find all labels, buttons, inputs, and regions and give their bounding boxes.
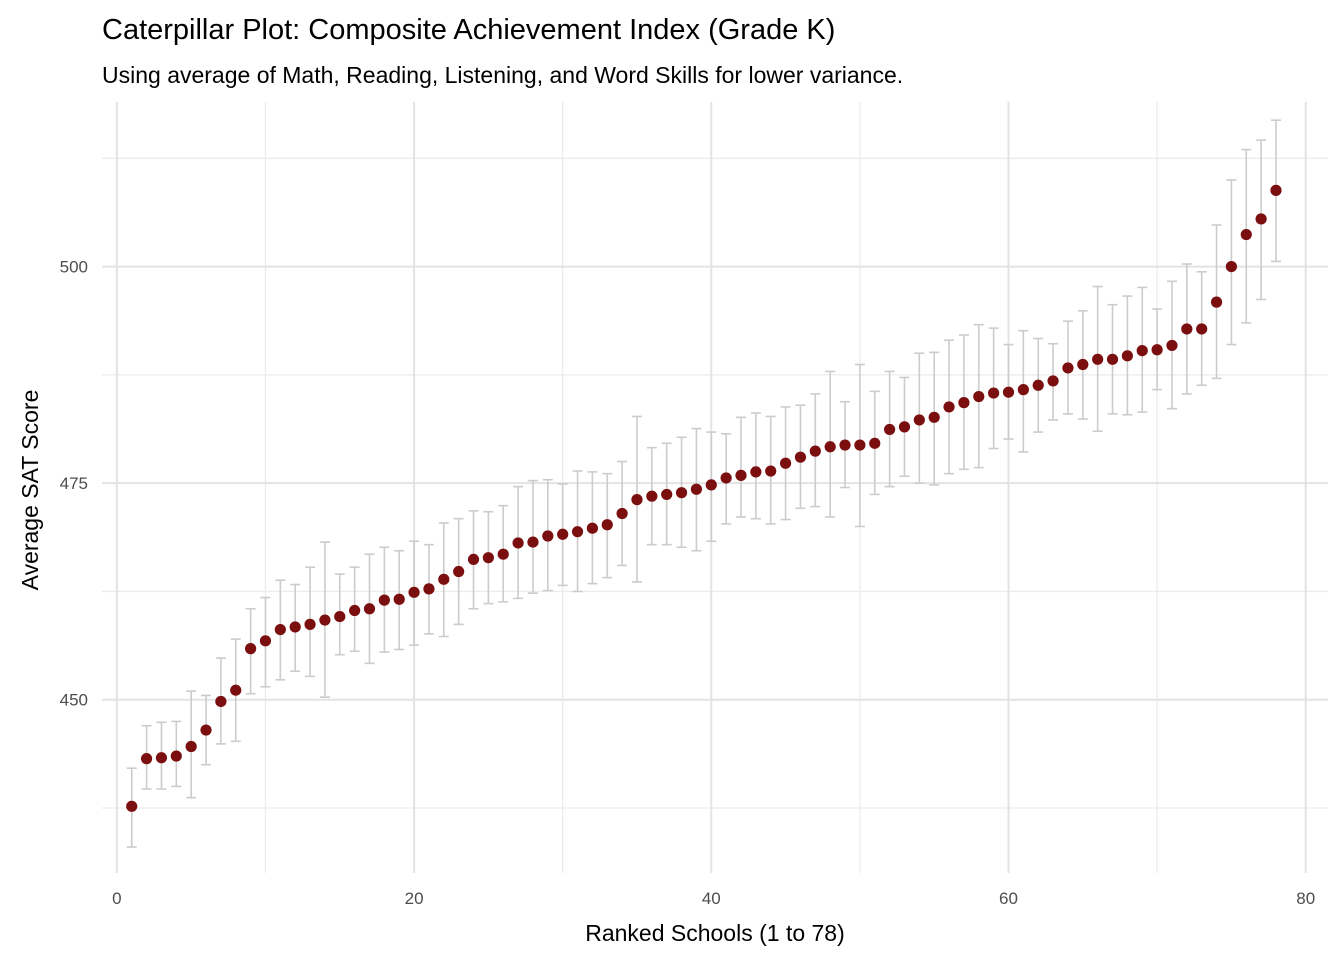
data-point xyxy=(809,445,821,457)
y-tick-label: 450 xyxy=(60,691,88,710)
data-point xyxy=(438,573,450,585)
data-point xyxy=(1062,362,1074,374)
y-tick-label: 475 xyxy=(60,474,88,493)
data-point xyxy=(765,465,777,477)
data-point xyxy=(928,411,940,423)
data-point xyxy=(616,507,628,520)
data-point xyxy=(988,387,1000,399)
data-point xyxy=(1077,358,1089,371)
data-point xyxy=(230,684,242,696)
data-point xyxy=(557,528,569,540)
data-point xyxy=(884,423,896,436)
data-point xyxy=(274,623,286,636)
data-point xyxy=(126,800,138,812)
data-point xyxy=(497,548,509,560)
data-point xyxy=(259,635,272,647)
data-point xyxy=(735,469,747,481)
data-point xyxy=(334,610,346,623)
x-tick-label: 80 xyxy=(1296,889,1315,908)
data-point xyxy=(690,483,703,495)
data-point xyxy=(185,740,197,753)
data-point xyxy=(1121,350,1133,362)
data-point xyxy=(1181,323,1193,335)
x-tick-label: 40 xyxy=(702,889,721,908)
x-axis-title: Ranked Schools (1 to 78) xyxy=(585,920,845,946)
data-point xyxy=(215,695,227,708)
data-point xyxy=(601,519,613,531)
y-tick-label: 500 xyxy=(60,258,88,277)
data-point xyxy=(1196,323,1208,335)
data-point xyxy=(973,390,985,403)
data-point xyxy=(898,421,911,433)
data-point xyxy=(586,522,599,534)
data-point xyxy=(363,603,376,615)
data-point xyxy=(378,594,390,606)
data-point xyxy=(1047,375,1059,387)
data-point xyxy=(705,479,717,491)
data-point xyxy=(319,614,331,626)
data-point xyxy=(1210,296,1223,308)
data-point xyxy=(200,724,212,736)
data-point xyxy=(1270,184,1282,196)
data-point xyxy=(453,565,465,578)
chart-title: Caterpillar Plot: Composite Achievement … xyxy=(102,14,836,46)
error-bar xyxy=(736,416,747,518)
data-point xyxy=(854,439,866,451)
data-point xyxy=(869,437,881,449)
x-tick-label: 0 xyxy=(112,889,121,908)
data-point xyxy=(571,526,584,538)
data-point xyxy=(542,530,554,542)
y-tick-labels: 450 475 500 xyxy=(60,258,88,710)
data-point xyxy=(1106,353,1119,365)
data-point xyxy=(140,753,153,765)
data-point xyxy=(1136,345,1148,357)
data-point xyxy=(423,583,435,595)
data-point xyxy=(527,536,539,548)
data-point xyxy=(839,439,851,451)
data-point xyxy=(482,552,494,564)
data-point xyxy=(750,466,762,478)
data-point xyxy=(170,750,182,762)
data-point xyxy=(512,537,524,549)
data-point xyxy=(779,457,792,469)
data-point xyxy=(646,490,658,502)
data-point xyxy=(1092,353,1104,365)
x-tick-labels: 0 20 40 60 80 xyxy=(112,889,1315,908)
x-tick-label: 60 xyxy=(999,889,1018,908)
data-point xyxy=(631,494,643,506)
data-point xyxy=(824,441,836,453)
data-point xyxy=(943,401,955,413)
grid xyxy=(102,102,1328,873)
data-point xyxy=(304,618,316,630)
data-point xyxy=(1166,339,1178,352)
data-point xyxy=(1240,228,1252,241)
data-point xyxy=(467,553,480,566)
data-point xyxy=(1017,384,1029,396)
data-point xyxy=(720,472,732,484)
data-point xyxy=(1255,213,1267,225)
data-point xyxy=(1032,379,1044,391)
data-point xyxy=(408,586,420,598)
data-point xyxy=(155,752,168,764)
y-axis-title: Average SAT Score xyxy=(17,390,43,591)
data-point xyxy=(1002,386,1015,398)
data-point xyxy=(1151,344,1163,356)
x-tick-label: 20 xyxy=(405,889,424,908)
data-point xyxy=(245,643,257,655)
data-point xyxy=(393,593,405,605)
data-point xyxy=(794,451,807,463)
data-point xyxy=(675,487,688,499)
data-point xyxy=(958,397,970,409)
data-points xyxy=(126,184,1282,812)
error-bar xyxy=(750,412,761,520)
data-point xyxy=(349,604,361,617)
data-point xyxy=(661,488,673,501)
data-point xyxy=(1225,260,1238,273)
data-point xyxy=(289,621,301,633)
data-point xyxy=(913,414,925,426)
chart-subtitle: Using average of Math, Reading, Listenin… xyxy=(102,62,904,88)
